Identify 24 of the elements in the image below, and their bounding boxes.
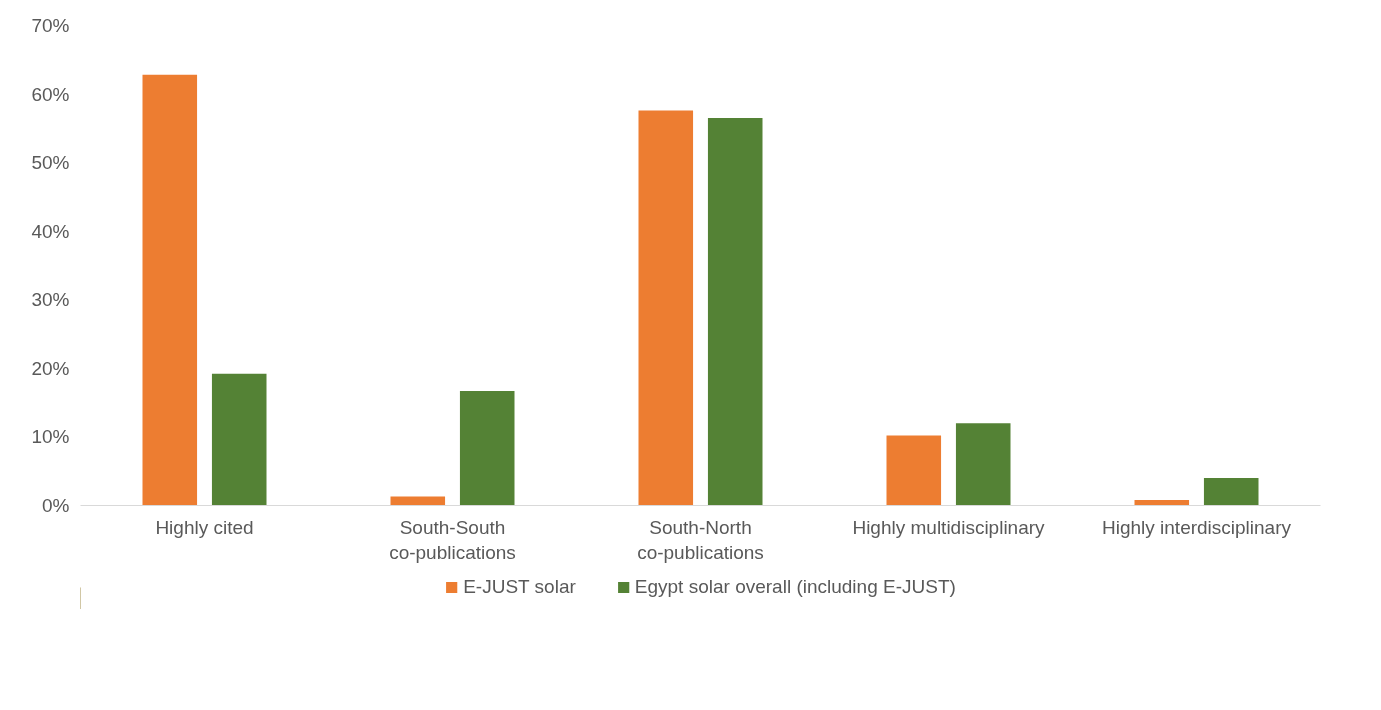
x-tick-label: South-North co-publications xyxy=(637,516,764,563)
y-tick-label: 0% xyxy=(42,495,70,516)
legend-label: E-JUST solar xyxy=(463,576,576,598)
bar xyxy=(638,110,694,506)
x-tick-label: Highly multidisciplinary xyxy=(852,516,1046,538)
x-tick-label: South-South co-publications xyxy=(389,516,516,563)
bar xyxy=(142,74,198,506)
x-tick-label: Highly interdisciplinary xyxy=(1101,516,1292,538)
bar xyxy=(1134,500,1190,506)
bar xyxy=(1203,478,1259,506)
y-tick-label: 70% xyxy=(31,15,70,36)
y-tick-label: 50% xyxy=(31,152,70,174)
bar xyxy=(886,435,942,506)
legend-label: Egypt solar overall (including E-JUST) xyxy=(634,576,956,598)
x-tick-label: Highly cited xyxy=(155,516,254,538)
bar xyxy=(955,423,1011,506)
y-tick-label: 10% xyxy=(31,426,70,448)
y-tick-label: 20% xyxy=(31,357,70,379)
y-tick-label: 40% xyxy=(31,220,70,242)
y-tick-label: 30% xyxy=(31,289,70,311)
bar xyxy=(459,390,515,506)
bar xyxy=(211,373,267,506)
y-tick-label: 60% xyxy=(31,83,70,105)
bar xyxy=(707,118,763,506)
